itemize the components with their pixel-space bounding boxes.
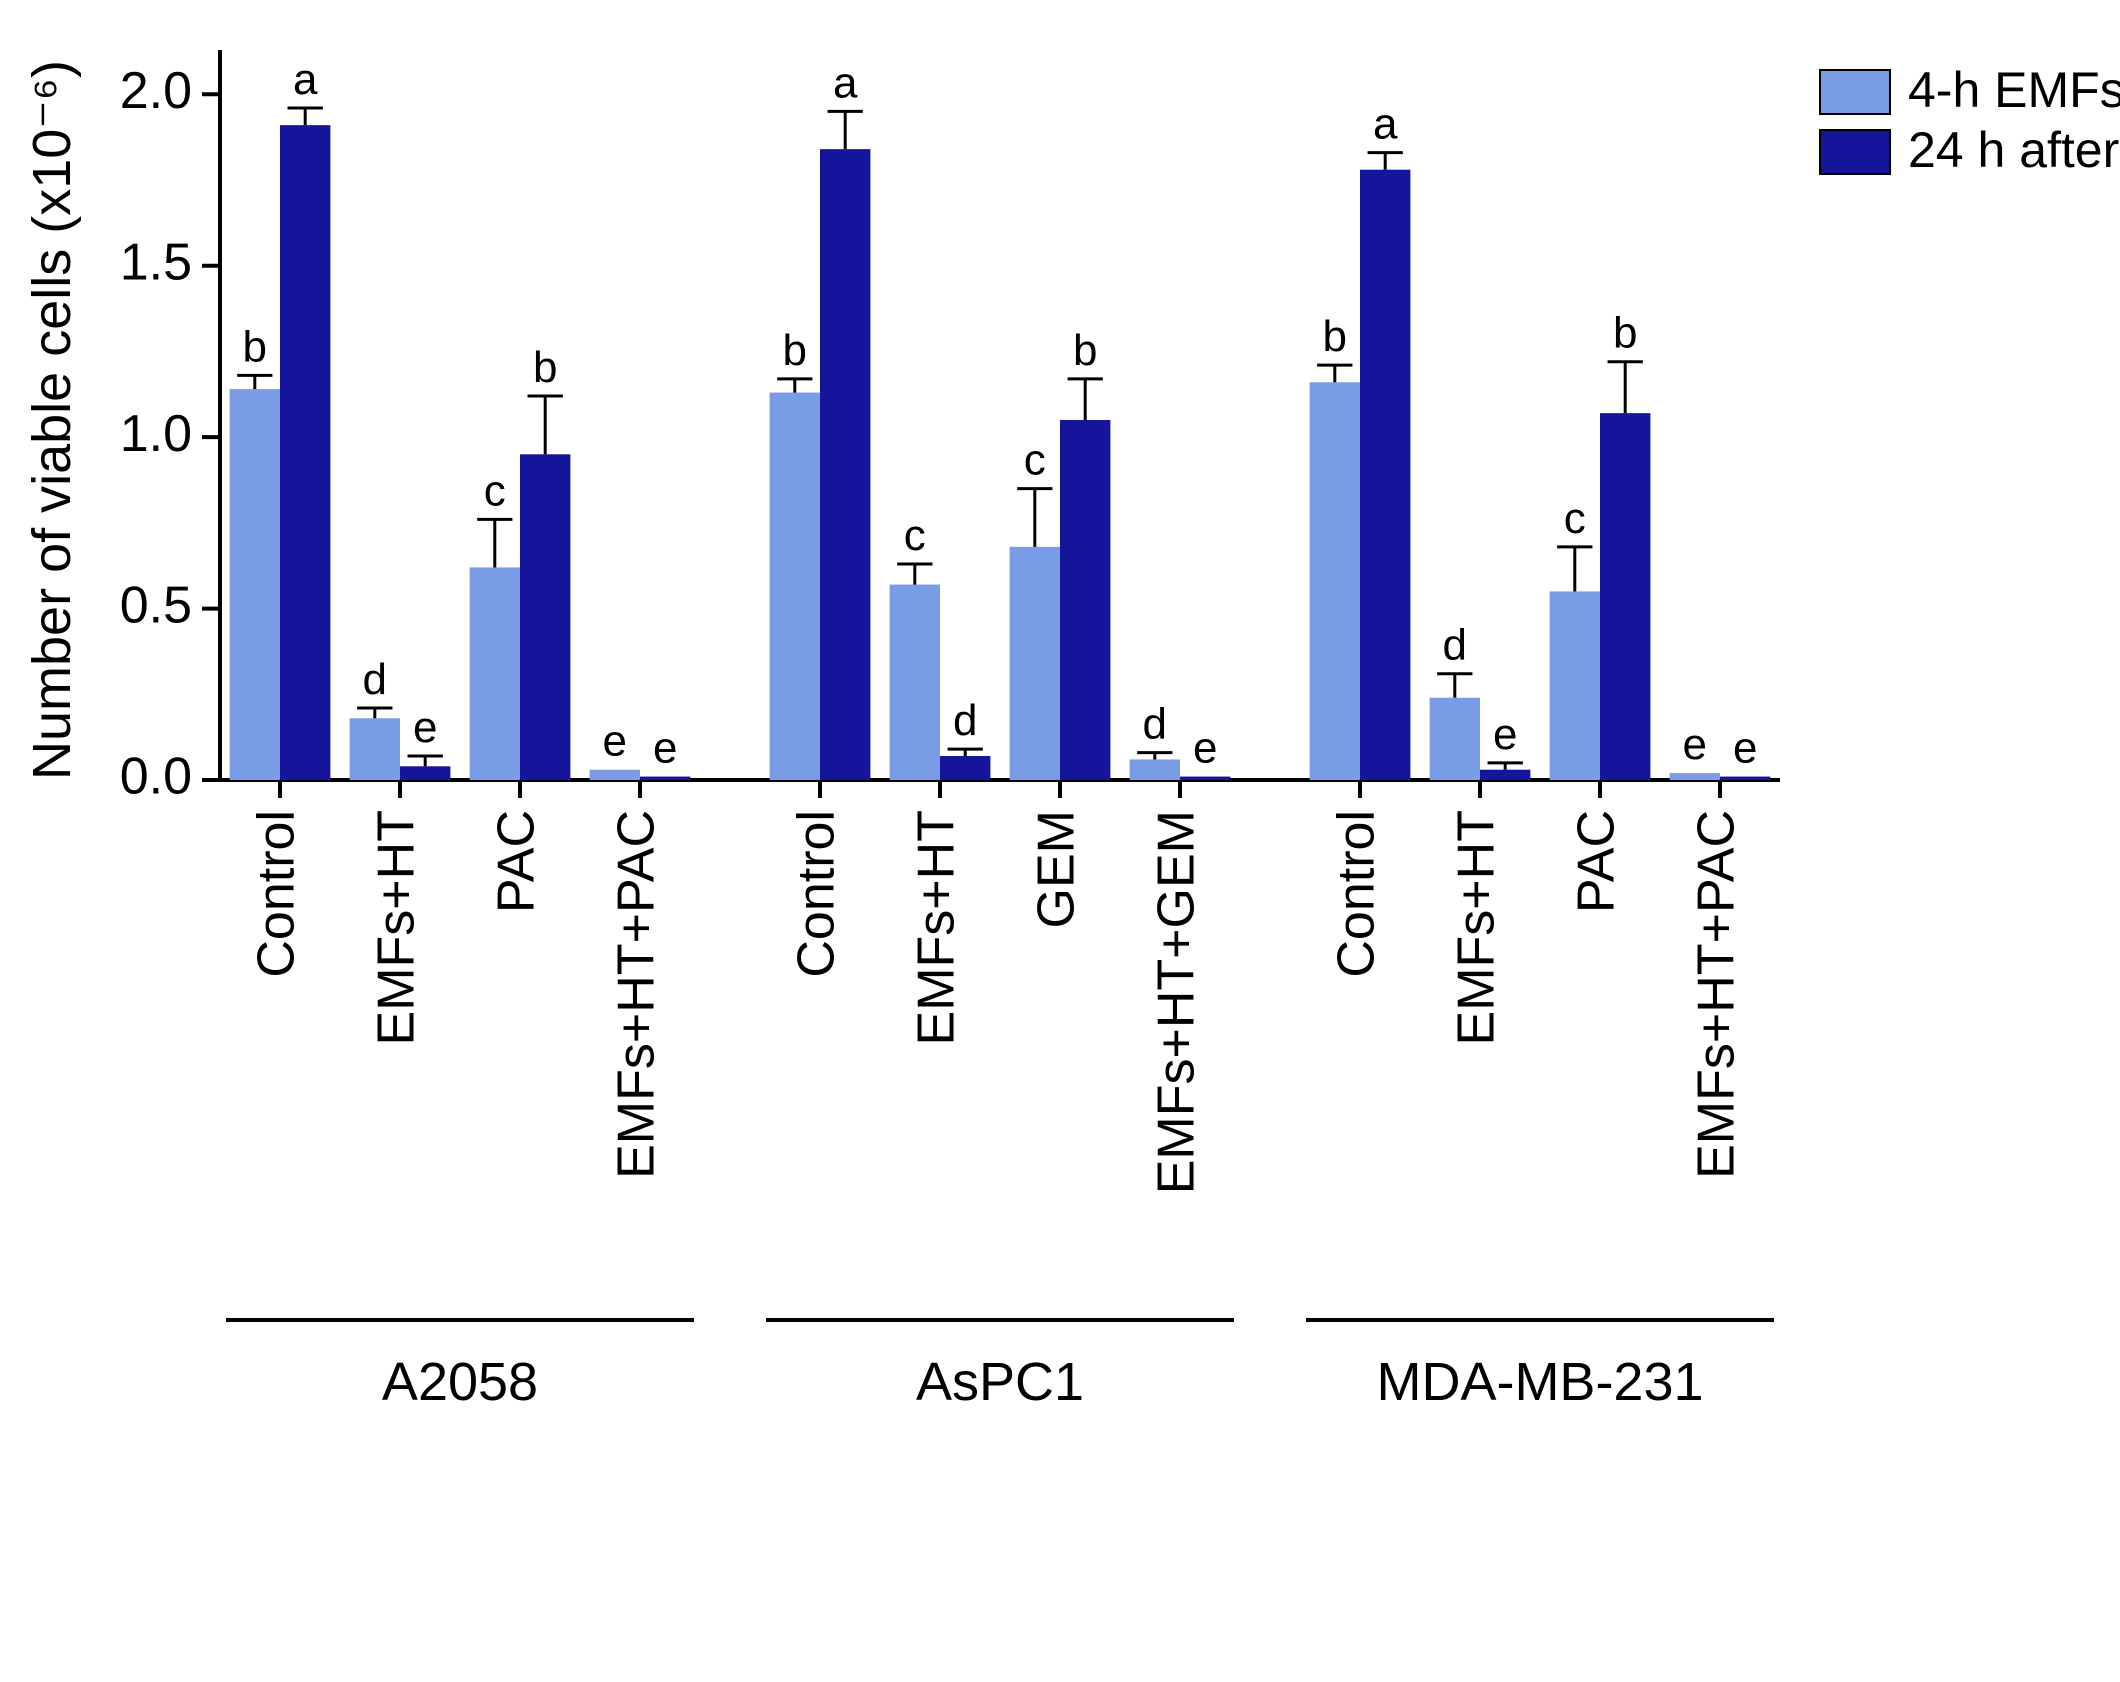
- sig-label: b: [243, 322, 267, 371]
- x-tick-label: EMFs+HT: [908, 810, 966, 1045]
- sig-label: e: [653, 724, 677, 773]
- bar-series1: [230, 389, 280, 780]
- bar-series2: [820, 149, 870, 780]
- x-tick-label: EMFs+HT+PAC: [608, 810, 666, 1179]
- bar-series2: [1060, 420, 1110, 780]
- x-tick-label: EMFs+HT: [368, 810, 426, 1045]
- sig-label: e: [413, 703, 437, 752]
- bar-series2: [940, 756, 990, 780]
- group-label: MDA-MB-231: [1376, 1352, 1703, 1412]
- y-tick-label: 2.0: [120, 62, 192, 120]
- y-tick-label: 0.5: [120, 576, 192, 634]
- y-tick-label: 0.0: [120, 748, 192, 806]
- sig-label: c: [1024, 436, 1046, 485]
- bar-series2: [400, 766, 450, 780]
- group-label: AsPC1: [916, 1352, 1084, 1412]
- legend-swatch: [1820, 70, 1890, 114]
- x-tick-label: EMFs+HT+PAC: [1688, 810, 1746, 1179]
- bar-series1: [590, 770, 640, 780]
- sig-label: b: [1323, 312, 1347, 361]
- sig-label: d: [363, 655, 387, 704]
- bar-series1: [1670, 773, 1720, 780]
- group-label: A2058: [382, 1352, 538, 1412]
- chart-container: 0.0 0.5 1.0 1.5 2.0 Number of viable cells (x…: [0, 0, 2120, 1682]
- x-tick-label: EMFs+HT: [1448, 810, 1506, 1045]
- x-tick-label: Control: [248, 810, 306, 978]
- x-tick-label: PAC: [1568, 810, 1626, 913]
- sig-label: b: [1613, 309, 1637, 358]
- sig-label: a: [293, 55, 318, 104]
- bar-series2: [1600, 413, 1650, 780]
- sig-label: c: [904, 511, 926, 560]
- sig-label: c: [484, 466, 506, 515]
- sig-label: b: [783, 326, 807, 375]
- bar-series2: [1720, 777, 1770, 780]
- sig-label: e: [603, 717, 627, 766]
- sig-label: b: [1073, 326, 1097, 375]
- x-tick-label: Control: [788, 810, 846, 978]
- sig-label: c: [1564, 494, 1586, 543]
- y-tick-label: 1.0: [120, 405, 192, 463]
- sig-label: e: [1493, 710, 1517, 759]
- legend-label: 4-h EMFs+HT: [1908, 62, 2120, 118]
- bar-series2: [1360, 170, 1410, 780]
- legend-swatch: [1820, 130, 1890, 174]
- bar-series1: [470, 567, 520, 780]
- sig-label: e: [1683, 720, 1707, 769]
- sig-label: d: [1143, 700, 1167, 749]
- sig-label: e: [1193, 724, 1217, 773]
- x-tick-label: PAC: [488, 810, 546, 913]
- bar-series2: [520, 454, 570, 780]
- sig-label: b: [533, 343, 557, 392]
- y-axis-title: Number of viable cells (x10⁻⁶): [22, 60, 82, 780]
- sig-label: a: [1373, 100, 1398, 149]
- bar-series1: [1430, 698, 1480, 780]
- bar-series1: [890, 585, 940, 780]
- sig-label: a: [833, 58, 858, 107]
- bar-series1: [350, 718, 400, 780]
- bar-series1: [1130, 759, 1180, 780]
- y-tick-label: 1.5: [120, 233, 192, 291]
- chart-svg: 0.0 0.5 1.0 1.5 2.0 Number of viable cells (x…: [0, 0, 2120, 1682]
- bar-series2: [1480, 770, 1530, 780]
- bar-series2: [280, 125, 330, 780]
- bar-series1: [1310, 382, 1360, 780]
- sig-label: e: [1733, 724, 1757, 773]
- sig-label: d: [953, 696, 977, 745]
- bar-series1: [770, 393, 820, 780]
- bar-series2: [1180, 777, 1230, 780]
- x-tick-label: EMFs+HT+GEM: [1148, 810, 1206, 1194]
- bar-series1: [1550, 591, 1600, 780]
- bar-series1: [1010, 547, 1060, 780]
- x-tick-label: Control: [1328, 810, 1386, 978]
- legend-label: 24 h after: [1908, 122, 2119, 178]
- x-tick-label: GEM: [1028, 810, 1086, 928]
- bar-series2: [640, 777, 690, 780]
- sig-label: d: [1443, 621, 1467, 670]
